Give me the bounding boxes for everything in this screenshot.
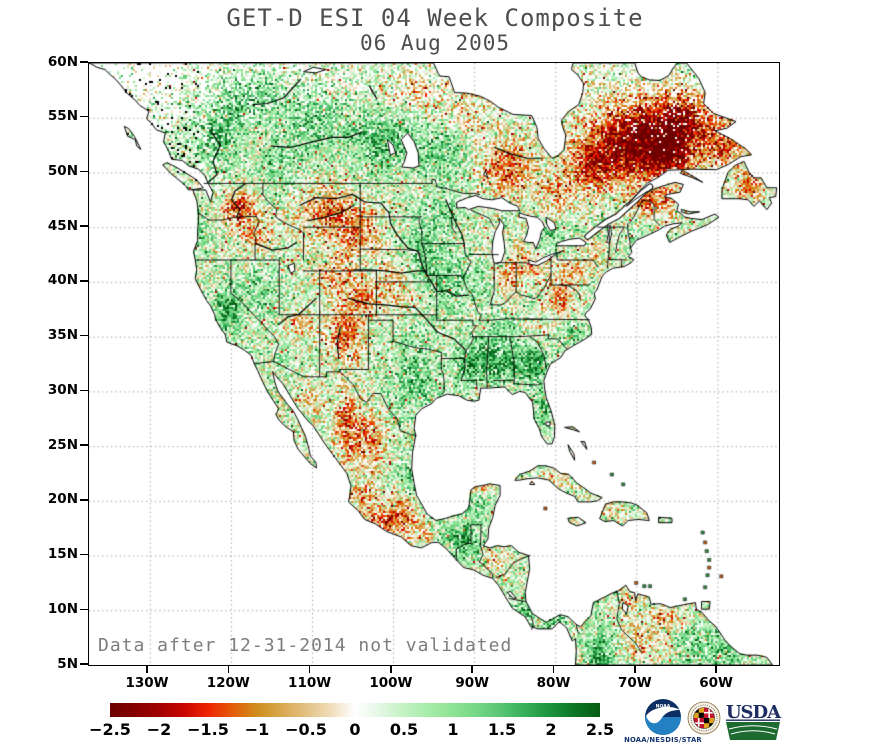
lat-tick-label: 45N: [47, 217, 78, 234]
lat-tick-label: 30N: [47, 381, 78, 398]
lat-tick-mark: [80, 61, 88, 63]
colorbar-tick-label: −1: [244, 720, 270, 739]
lat-tick-mark: [80, 389, 88, 392]
lon-tick-label: 60W: [699, 675, 733, 691]
lat-tick-label: 40N: [47, 272, 78, 289]
lat-tick-mark: [80, 115, 88, 118]
lon-tick-label: 110W: [288, 675, 332, 691]
colorbar-tick-label: 2: [545, 720, 557, 739]
lat-tick-mark: [80, 444, 88, 446]
lon-tick-mark: [146, 666, 148, 673]
lon-tick-label: 120W: [206, 675, 250, 691]
umd-seal-logo: [687, 701, 721, 735]
lat-tick-label: 5N: [57, 655, 78, 672]
lat-tick-mark: [80, 608, 88, 611]
colorbar: [110, 703, 600, 717]
lon-tick-label: 70W: [617, 675, 652, 691]
lon-tick-label: 80W: [536, 675, 571, 691]
map-frame: Data after 12-31-2014 not validated: [88, 62, 780, 666]
plot-date: 06 Aug 2005: [359, 31, 511, 55]
lat-tick-label: 20N: [47, 491, 78, 508]
lat-tick-mark: [80, 499, 88, 501]
lat-tick-label: 50N: [47, 162, 78, 179]
lon-tick-mark: [552, 666, 555, 673]
lat-tick-label: 60N: [47, 53, 78, 70]
plot-title: GET-D ESI 04 Week Composite: [226, 4, 644, 32]
lat-tick-mark: [80, 225, 88, 227]
lon-tick-mark: [308, 666, 311, 673]
colorbar-tick-label: −0.5: [285, 720, 327, 739]
colorbar-tick-label: −1.5: [187, 720, 229, 739]
lat-tick-label: 10N: [47, 600, 78, 617]
usda-logo-text: USDA: [726, 702, 782, 723]
colorbar-tick-label: 0: [349, 720, 361, 739]
lon-tick-label: 90W: [455, 675, 490, 691]
noaa-logo: NOAA: [645, 699, 681, 735]
lon-tick-label: 130W: [125, 675, 169, 691]
colorbar-tick-label: 1.5: [487, 720, 517, 739]
esi-map-canvas: [89, 63, 779, 665]
colorbar-tick-label: 2.5: [585, 720, 615, 739]
lat-tick-label: 55N: [47, 108, 78, 125]
lon-tick-mark: [390, 666, 392, 673]
lat-tick-label: 25N: [47, 436, 78, 453]
lat-tick-mark: [80, 663, 88, 665]
colorbar-tick-label: 0.5: [389, 720, 419, 739]
usda-logo: USDA: [726, 702, 783, 740]
lon-tick-mark: [471, 666, 473, 673]
lon-tick-mark: [715, 666, 717, 673]
lat-tick-mark: [80, 553, 88, 556]
lon-tick-mark: [634, 666, 636, 673]
lat-tick-mark: [80, 334, 88, 337]
lat-tick-mark: [80, 170, 88, 173]
colorbar-tick-label: −2: [146, 720, 172, 739]
agency-logos: NOAA NOAA/NESDIS/STAR USDA: [624, 698, 800, 748]
lat-tick-label: 15N: [47, 546, 78, 563]
noaa-caption: NOAA/NESDIS/STAR: [624, 736, 702, 744]
colorbar-tick-label: −2.5: [89, 720, 131, 739]
validation-note: Data after 12-31-2014 not validated: [98, 635, 513, 656]
colorbar-tick-label: 1: [447, 720, 459, 739]
lat-tick-mark: [80, 280, 88, 282]
lon-tick-label: 100W: [369, 675, 413, 691]
lon-tick-mark: [227, 666, 230, 673]
lat-tick-label: 35N: [47, 327, 78, 344]
noaa-logo-text: NOAA: [656, 704, 671, 710]
